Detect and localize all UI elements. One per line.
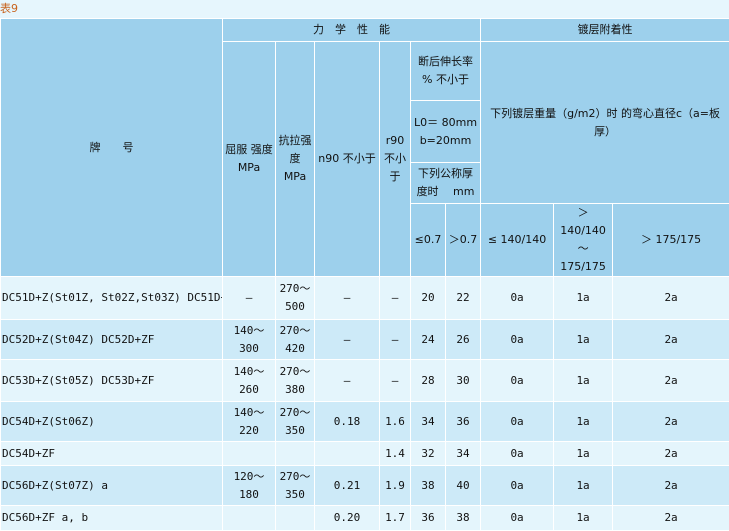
- header-coat3: ＞ 175/175: [613, 204, 729, 277]
- cell-c1: 0a: [481, 402, 554, 442]
- header-coat1: ≤ 140/140: [481, 204, 554, 277]
- cell-n90: —: [315, 320, 380, 360]
- cell-r90: 1.4: [380, 442, 411, 466]
- cell-e2: 40: [446, 466, 481, 506]
- cell-tensile: [276, 442, 315, 466]
- cell-brand: DC56D+ZF a, b: [1, 506, 223, 531]
- cell-e2: 38: [446, 506, 481, 531]
- cell-e1: 36: [411, 506, 446, 531]
- cell-c2: 1a: [554, 277, 613, 320]
- cell-r90: —: [380, 277, 411, 320]
- cell-e2: 30: [446, 360, 481, 402]
- cell-e1: 38: [411, 466, 446, 506]
- cell-r90: —: [380, 320, 411, 360]
- header-yield: 屈服 强度 MPa: [223, 42, 276, 277]
- cell-tensile: 270～380: [276, 360, 315, 402]
- cell-c1: 0a: [481, 442, 554, 466]
- header-thickness: 下列公称厚度时 mm: [411, 163, 481, 204]
- cell-tensile: 270～350: [276, 466, 315, 506]
- cell-brand: DC54D+ZF: [1, 442, 223, 466]
- header-tensile: 抗拉强度 MPa: [276, 42, 315, 277]
- cell-c3: 2a: [613, 320, 729, 360]
- header-coat2: ＞140/140 ～ 175/175: [554, 204, 613, 277]
- cell-e1: 32: [411, 442, 446, 466]
- header-gt07: ＞0.7: [446, 204, 481, 277]
- header-l0: L0＝ 80mm b=20mm: [411, 101, 481, 163]
- cell-c1: 0a: [481, 506, 554, 531]
- cell-e1: 24: [411, 320, 446, 360]
- header-coating: 镀层附着性: [481, 19, 729, 42]
- cell-yield: [223, 506, 276, 531]
- table-caption: 表9: [0, 0, 729, 18]
- cell-brand: DC51D+Z(St01Z, St02Z,St03Z) DC51D+ZF: [1, 277, 223, 320]
- cell-c1: 0a: [481, 466, 554, 506]
- cell-brand: DC53D+Z(St05Z) DC53D+ZF: [1, 360, 223, 402]
- cell-c3: 2a: [613, 466, 729, 506]
- cell-n90: 0.21: [315, 466, 380, 506]
- cell-c1: 0a: [481, 320, 554, 360]
- cell-r90: 1.6: [380, 402, 411, 442]
- cell-c1: 0a: [481, 277, 554, 320]
- cell-c3: 2a: [613, 277, 729, 320]
- header-le07: ≤0.7: [411, 204, 446, 277]
- cell-yield: 140～220: [223, 402, 276, 442]
- cell-c2: 1a: [554, 506, 613, 531]
- cell-tensile: [276, 506, 315, 531]
- cell-n90: —: [315, 360, 380, 402]
- header-n90: n90 不小于: [315, 42, 380, 277]
- cell-c2: 1a: [554, 402, 613, 442]
- cell-brand: DC52D+Z(St04Z) DC52D+ZF: [1, 320, 223, 360]
- header-mechanical: 力 学 性 能: [223, 19, 481, 42]
- cell-c2: 1a: [554, 320, 613, 360]
- cell-n90: [315, 442, 380, 466]
- cell-c3: 2a: [613, 506, 729, 531]
- cell-c1: 0a: [481, 360, 554, 402]
- spec-table: 牌 号 力 学 性 能 镀层附着性 屈服 强度 MPa 抗拉强度 MPa n90…: [0, 18, 729, 531]
- cell-tensile: 270～350: [276, 402, 315, 442]
- cell-c2: 1a: [554, 442, 613, 466]
- cell-c3: 2a: [613, 402, 729, 442]
- cell-tensile: 270～500: [276, 277, 315, 320]
- cell-e1: 34: [411, 402, 446, 442]
- header-brand: 牌 号: [1, 19, 223, 277]
- cell-n90: 0.20: [315, 506, 380, 531]
- cell-brand: DC56D+Z(St07Z) a: [1, 466, 223, 506]
- cell-e1: 28: [411, 360, 446, 402]
- cell-r90: 1.9: [380, 466, 411, 506]
- cell-yield: 120～180: [223, 466, 276, 506]
- cell-n90: —: [315, 277, 380, 320]
- header-bend-diameter: 下列镀层重量（g/m2）时 的弯心直径c（a=板厚）: [481, 42, 729, 204]
- cell-brand: DC54D+Z(St06Z): [1, 402, 223, 442]
- cell-r90: 1.7: [380, 506, 411, 531]
- cell-yield: [223, 442, 276, 466]
- cell-e2: 34: [446, 442, 481, 466]
- cell-tensile: 270～420: [276, 320, 315, 360]
- cell-e2: 36: [446, 402, 481, 442]
- cell-c2: 1a: [554, 466, 613, 506]
- cell-n90: 0.18: [315, 402, 380, 442]
- cell-r90: —: [380, 360, 411, 402]
- cell-yield: 140～260: [223, 360, 276, 402]
- cell-yield: —: [223, 277, 276, 320]
- cell-e2: 22: [446, 277, 481, 320]
- cell-e1: 20: [411, 277, 446, 320]
- table-row: DC51D+Z(St01Z, St02Z,St03Z) DC51D+ZF—270…: [1, 277, 729, 320]
- cell-yield: 140～300: [223, 320, 276, 360]
- header-r90: r90 不小于: [380, 42, 411, 277]
- cell-e2: 26: [446, 320, 481, 360]
- header-elongation: 断后伸长率 % 不小于: [411, 42, 481, 101]
- cell-c3: 2a: [613, 442, 729, 466]
- cell-c2: 1a: [554, 360, 613, 402]
- cell-c3: 2a: [613, 360, 729, 402]
